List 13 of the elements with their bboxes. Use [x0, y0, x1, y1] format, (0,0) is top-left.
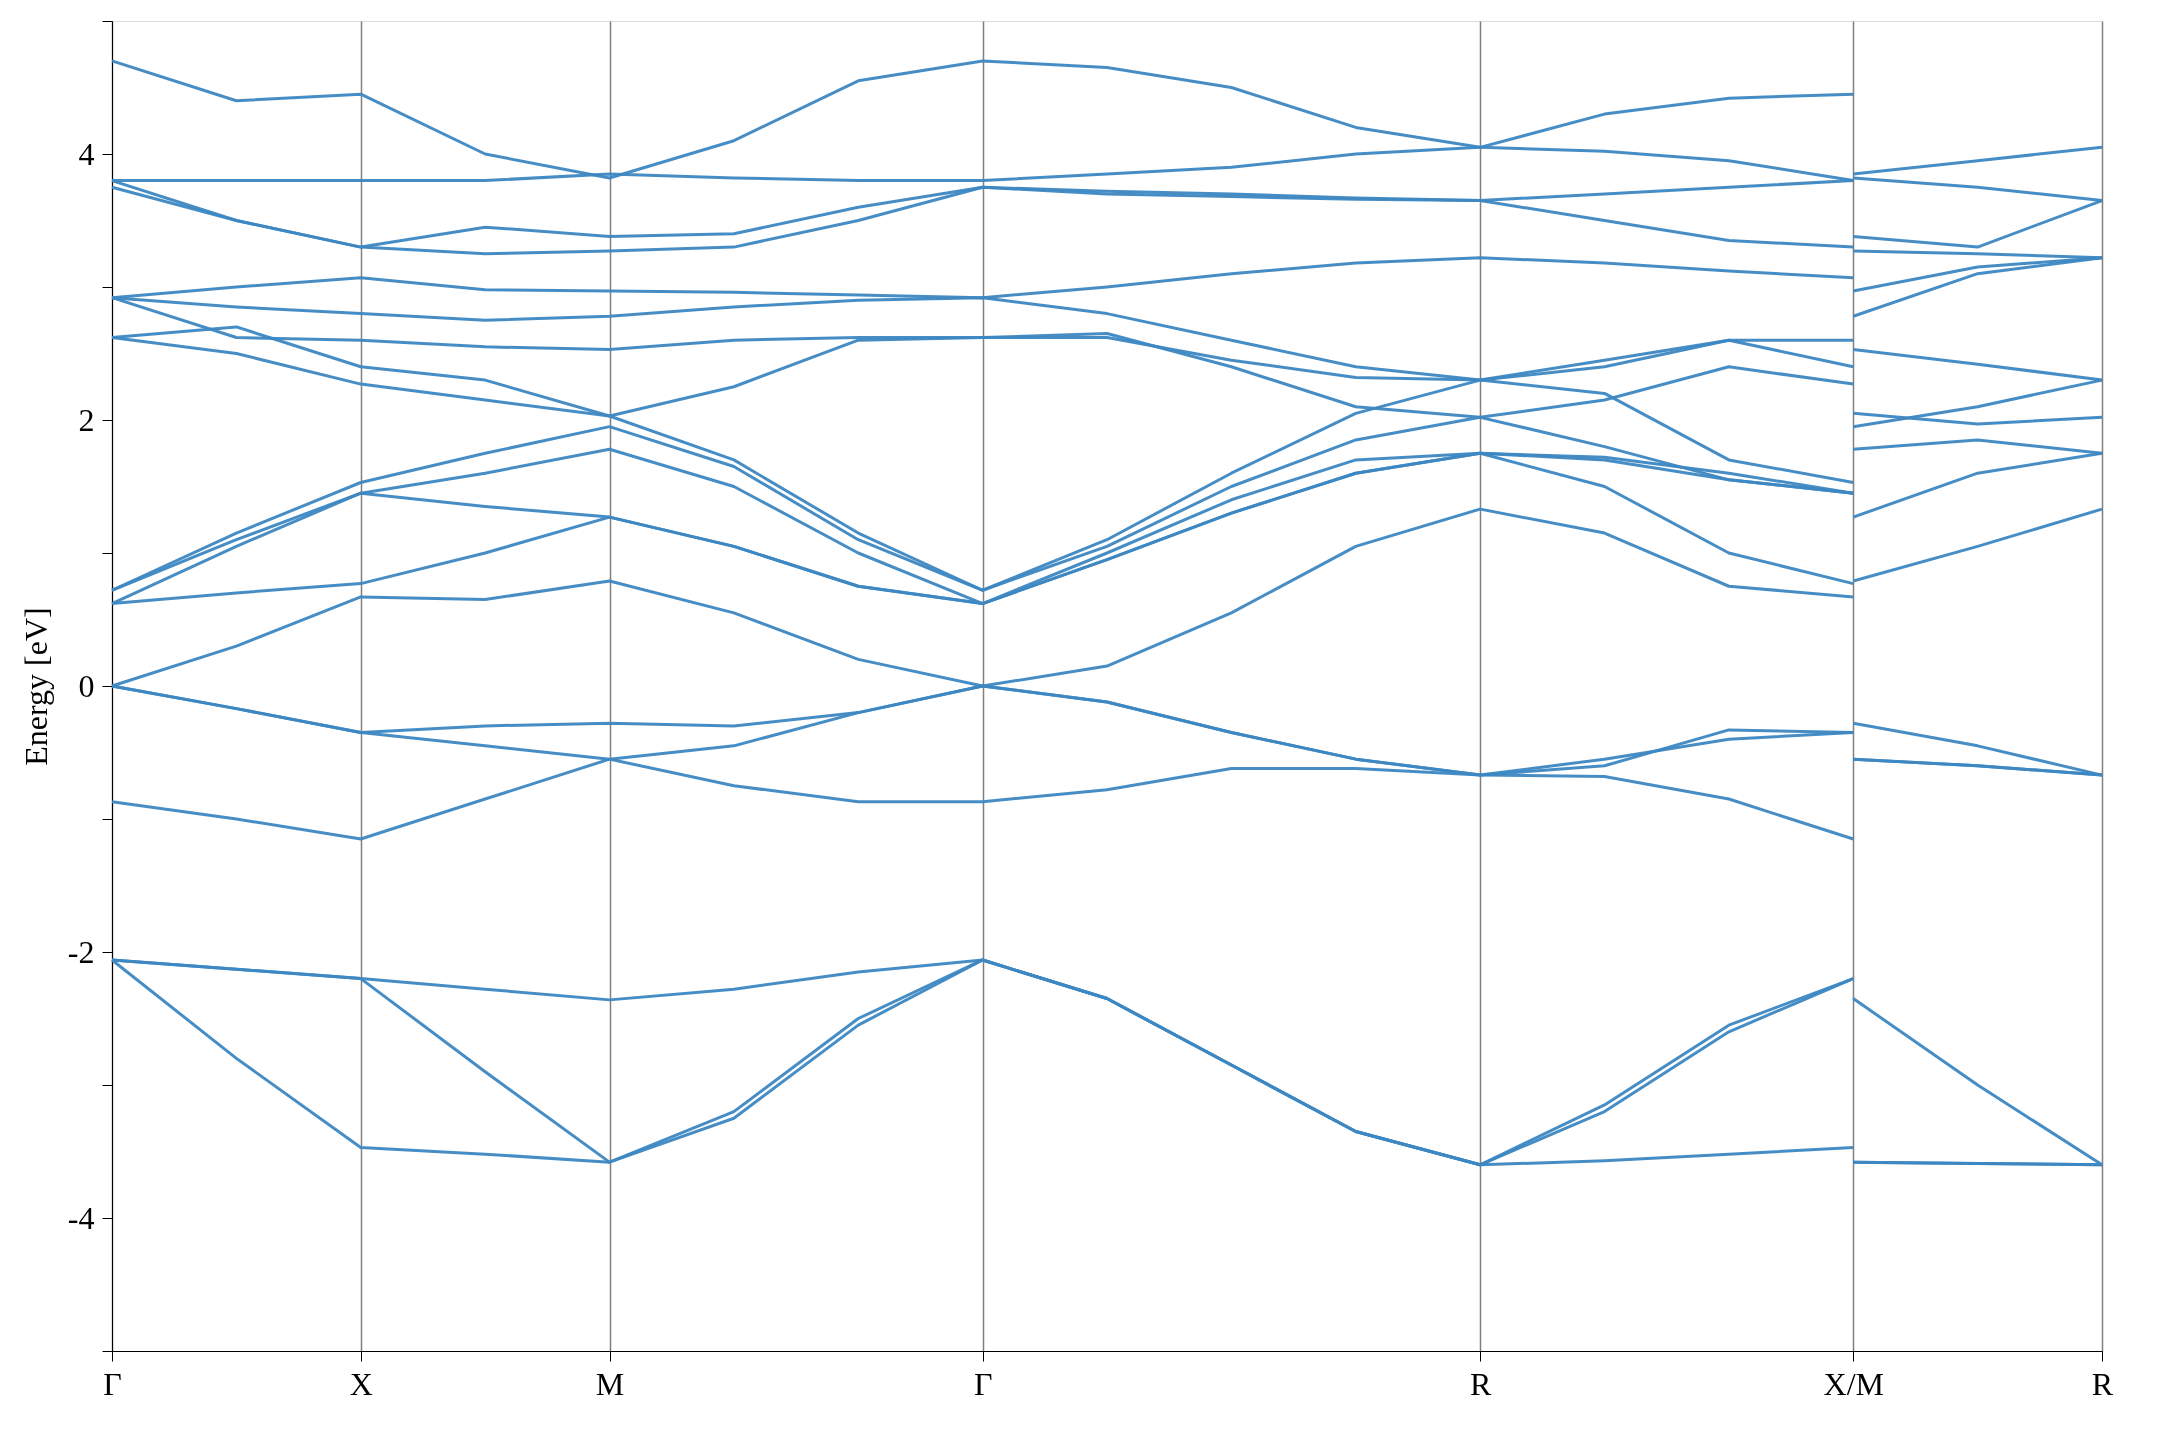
x-tick-label: R: [1469, 1365, 1492, 1402]
y-tick-label: 2: [78, 401, 95, 438]
x-tick-label: Γ: [103, 1365, 122, 1402]
x-tick-label: X/M: [1823, 1365, 1884, 1402]
y-tick-label: -4: [67, 1199, 95, 1236]
x-tick-label: X: [349, 1365, 373, 1402]
y-axis-title: Energy [eV]: [17, 607, 54, 766]
x-tick-label: R: [2091, 1365, 2114, 1402]
y-tick-label: 0: [78, 667, 95, 704]
x-tick-label: M: [595, 1365, 625, 1402]
y-tick-label: -2: [67, 933, 95, 970]
y-tick-label: 4: [78, 135, 95, 172]
x-tick-label: Γ: [973, 1365, 993, 1402]
